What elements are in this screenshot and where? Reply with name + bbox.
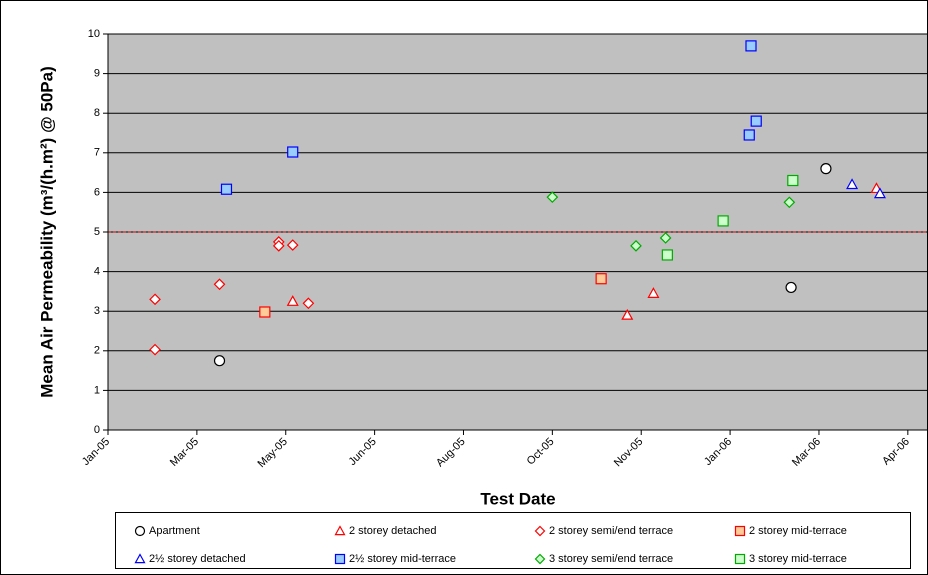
marker [661, 249, 673, 261]
marker [220, 183, 233, 195]
marker [286, 295, 299, 306]
legend-marker [734, 525, 746, 537]
marker [750, 115, 762, 127]
legend-marker [734, 553, 746, 565]
marker [659, 232, 672, 244]
marker [820, 163, 832, 175]
legend-marker [134, 553, 146, 564]
legend-text: 2 storey detached [349, 525, 436, 537]
y-tick-label: 1 [94, 384, 100, 396]
marker [287, 146, 299, 158]
marker [213, 278, 226, 291]
marker [785, 281, 797, 294]
marker [302, 297, 315, 310]
marker [595, 273, 607, 285]
marker [787, 174, 799, 187]
marker [717, 215, 729, 227]
marker [630, 240, 642, 252]
marker [272, 240, 285, 252]
y-tick-label: 2 [94, 345, 100, 357]
legend-marker [334, 553, 346, 565]
legend-text: 3 storey mid-terrace [749, 553, 847, 565]
y-tick-label: 9 [94, 68, 100, 80]
legend-text: 2 storey semi/end terrace [549, 525, 673, 537]
legend-marker [534, 525, 546, 537]
marker [546, 191, 559, 204]
marker [213, 355, 226, 367]
legend-text: 2½ storey mid-terrace [349, 553, 456, 565]
legend-text: 2½ storey detached [149, 553, 246, 565]
legend-text: 3 storey semi/end terrace [549, 553, 673, 565]
y-tick-label: 8 [94, 107, 100, 119]
legend-marker [134, 525, 146, 537]
y-tick-label: 0 [94, 424, 100, 436]
x-axis-title: Test Date [480, 489, 555, 508]
legend-text: Apartment [149, 525, 200, 537]
marker [647, 287, 660, 298]
y-tick-label: 7 [94, 147, 100, 159]
y-tick-label: 10 [88, 28, 100, 40]
y-axis-title: Mean Air Permeability (m³/(h.m²) @ 50Pa) [37, 66, 56, 397]
marker [259, 306, 271, 318]
marker [286, 239, 299, 251]
marker [149, 293, 161, 306]
legend-marker [334, 525, 346, 536]
legend-text: 2 storey mid-terrace [749, 525, 847, 537]
marker [745, 40, 757, 52]
marker [873, 187, 886, 199]
y-tick-label: 4 [94, 266, 100, 278]
marker [846, 178, 859, 190]
marker [149, 343, 161, 356]
marker [621, 308, 634, 320]
y-tick-label: 6 [94, 186, 100, 198]
y-tick-label: 3 [94, 305, 100, 317]
y-tick-label: 5 [94, 226, 100, 238]
marker [783, 196, 796, 209]
marker [743, 129, 755, 141]
legend-box [115, 512, 911, 569]
legend-marker [534, 553, 546, 565]
